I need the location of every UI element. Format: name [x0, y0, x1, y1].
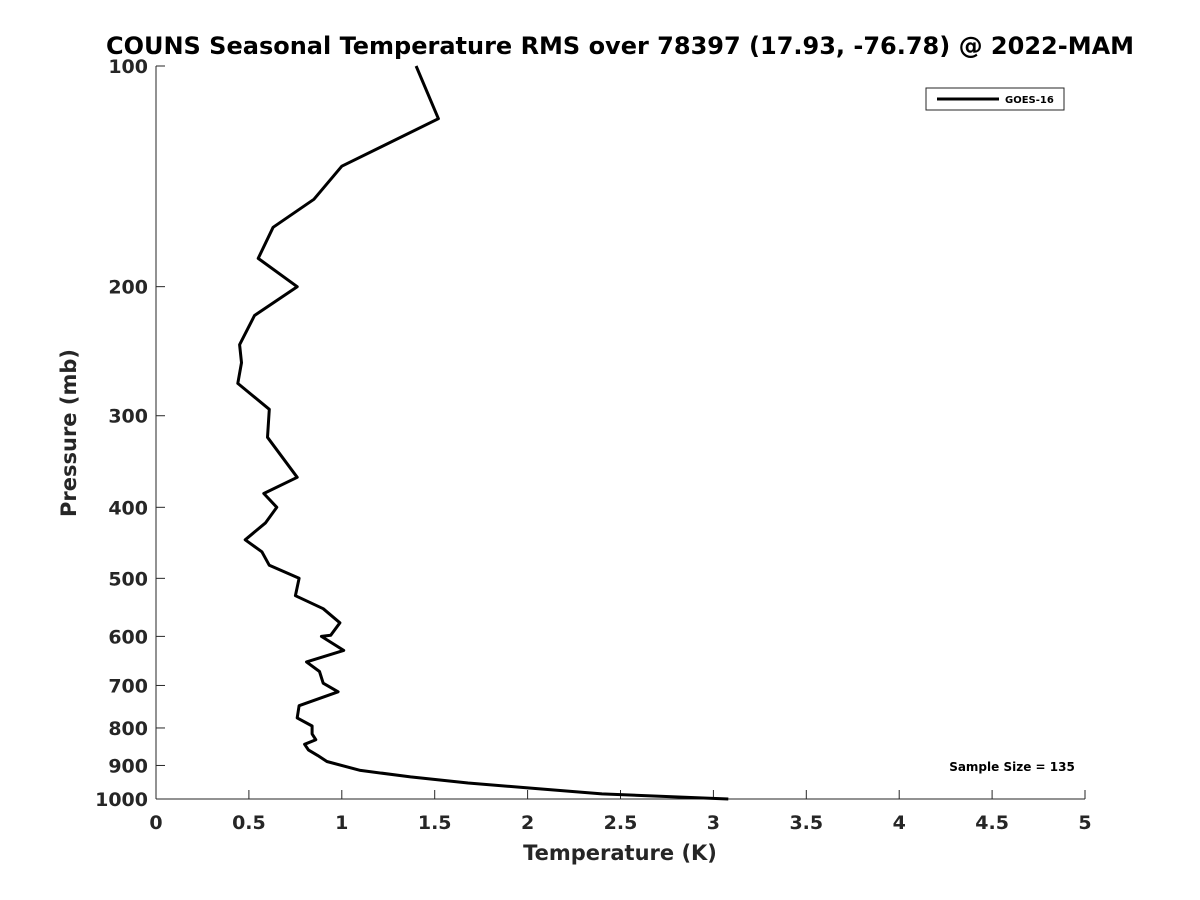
y-tick-label: 300	[108, 406, 148, 428]
series-layer	[236, 65, 729, 801]
chart-title: COUNS Seasonal Temperature RMS over 7839…	[106, 32, 1134, 60]
series-line-goes-16	[236, 65, 729, 801]
y-tick-label: 200	[108, 277, 148, 299]
y-tick-label: 400	[108, 497, 148, 519]
x-tick-label: 3.5	[789, 812, 823, 834]
y-tick-label: 500	[108, 568, 148, 590]
y-tick-label: 1000	[95, 789, 148, 811]
x-tick-label: 3	[707, 812, 720, 834]
y-tick-label: 800	[108, 718, 148, 740]
y-tick-label: 700	[108, 675, 148, 697]
x-tick-label: 1	[335, 812, 348, 834]
x-tick-label: 2	[521, 812, 534, 834]
y-tick-label: 900	[108, 755, 148, 777]
legend[interactable]: GOES-16	[925, 87, 1065, 111]
x-tick-label: 4	[893, 812, 906, 834]
legend-label: GOES-16	[1005, 95, 1054, 106]
x-tick-label: 5	[1078, 812, 1091, 834]
axes: 0 0.5 1 1.5 2 2.5 3 3.5 4 4.5 5 100 200 300 400 500 600 7…	[95, 56, 1092, 834]
y-axis-label: Pressure (mb)	[57, 349, 81, 517]
x-tick-label: 0.5	[232, 812, 266, 834]
x-tick-label: 0	[149, 812, 162, 834]
x-tick-label: 4.5	[975, 812, 1009, 834]
sample-size-annotation: Sample Size = 135	[949, 760, 1075, 774]
x-axis-label: Temperature (K)	[523, 841, 717, 865]
y-tick-label: 100	[108, 56, 148, 78]
y-tick-label: 600	[108, 626, 148, 648]
x-tick-label: 2.5	[604, 812, 638, 834]
x-tick-label: 1.5	[418, 812, 452, 834]
